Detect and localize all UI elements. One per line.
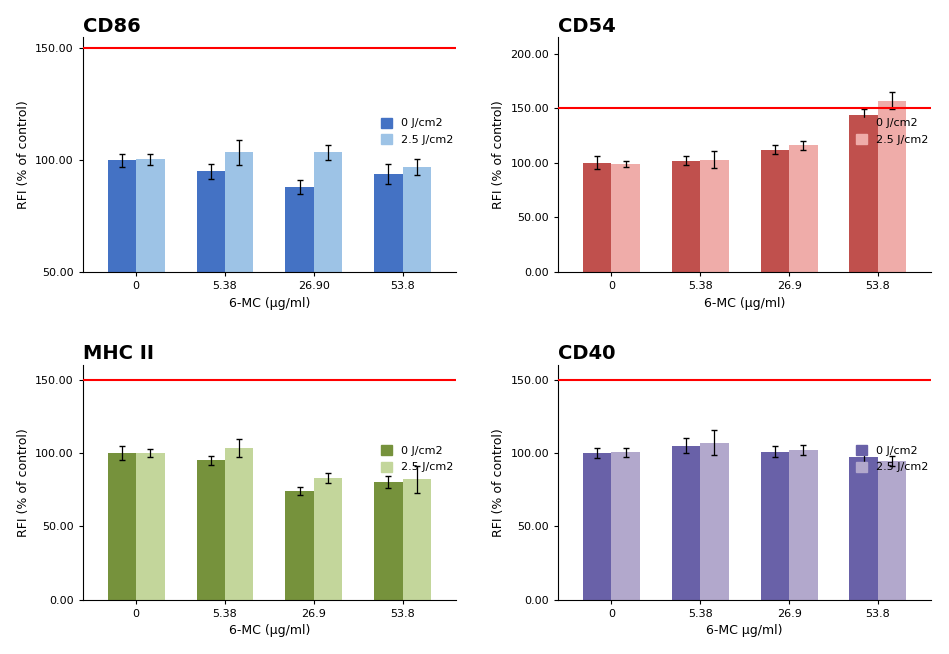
Bar <box>878 101 906 272</box>
Bar <box>136 159 164 384</box>
Bar <box>225 152 253 384</box>
Bar <box>672 161 700 272</box>
Text: CD40: CD40 <box>558 345 616 364</box>
Bar <box>611 453 640 600</box>
Bar <box>583 163 611 272</box>
Legend: 0 J/cm2, 2.5 J/cm2: 0 J/cm2, 2.5 J/cm2 <box>852 113 933 149</box>
Bar <box>611 164 640 272</box>
Bar <box>136 453 164 600</box>
Bar <box>314 152 343 384</box>
Text: MHC II: MHC II <box>83 345 154 364</box>
Bar <box>761 451 789 600</box>
Text: CD86: CD86 <box>83 16 140 36</box>
Y-axis label: RFI (% of control): RFI (% of control) <box>17 100 29 209</box>
X-axis label: 6-MC (μg/ml): 6-MC (μg/ml) <box>229 297 310 309</box>
Bar <box>700 443 729 600</box>
Bar <box>225 448 253 600</box>
Bar <box>374 174 402 384</box>
Bar <box>849 114 878 272</box>
X-axis label: 6-MC (μg/ml): 6-MC (μg/ml) <box>704 297 786 309</box>
Y-axis label: RFI (% of control): RFI (% of control) <box>492 428 505 537</box>
Bar <box>286 491 314 600</box>
Bar <box>196 460 225 600</box>
Bar <box>196 171 225 384</box>
Bar <box>672 445 700 600</box>
Bar <box>314 478 343 600</box>
Bar <box>374 483 402 600</box>
Text: CD54: CD54 <box>558 16 616 36</box>
Bar <box>108 160 136 384</box>
Bar <box>286 187 314 384</box>
Bar <box>583 453 611 600</box>
Bar <box>402 479 431 600</box>
Legend: 0 J/cm2, 2.5 J/cm2: 0 J/cm2, 2.5 J/cm2 <box>377 113 457 149</box>
Bar <box>849 457 878 600</box>
Bar <box>761 150 789 272</box>
Bar <box>789 450 817 600</box>
Bar <box>700 160 729 272</box>
Bar <box>789 145 817 272</box>
Legend: 0 J/cm2, 2.5 J/cm2: 0 J/cm2, 2.5 J/cm2 <box>377 441 457 477</box>
Bar <box>878 461 906 600</box>
Legend: 0 J/cm2, 2.5 J/cm2: 0 J/cm2, 2.5 J/cm2 <box>852 441 933 477</box>
X-axis label: 6-MC μg/ml): 6-MC μg/ml) <box>706 625 783 638</box>
Y-axis label: RFI (% of control): RFI (% of control) <box>17 428 29 537</box>
X-axis label: 6-MC (μg/ml): 6-MC (μg/ml) <box>229 625 310 638</box>
Y-axis label: RFI (% of control): RFI (% of control) <box>492 100 505 209</box>
Bar <box>108 453 136 600</box>
Bar <box>402 167 431 384</box>
